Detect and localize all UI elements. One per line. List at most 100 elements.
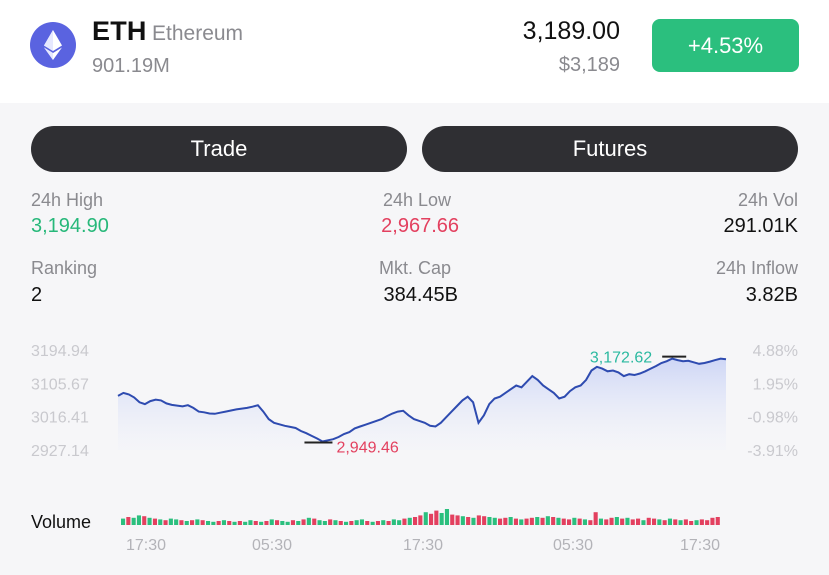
volume-bar	[184, 521, 189, 525]
volume-bar	[386, 521, 391, 525]
ranking-label: Ranking	[31, 258, 98, 278]
coin-sub-value: 901.19M	[92, 55, 170, 77]
volume-bar	[657, 519, 662, 525]
volume-bar	[121, 518, 126, 525]
low-value: 2,967.66	[381, 215, 459, 237]
x-tick-label: 17:30	[126, 537, 166, 554]
volume-bar	[152, 518, 158, 525]
volume-bar	[413, 517, 418, 525]
volume-bar	[667, 518, 673, 525]
volume-bar	[561, 518, 566, 525]
volume-bar	[636, 518, 641, 525]
volume-bar	[253, 521, 258, 525]
volume-bar	[466, 517, 471, 525]
y-tick-label: 3105.67	[31, 376, 89, 393]
pct-tick-label: 1.95%	[753, 376, 798, 393]
volume-bar	[312, 518, 317, 525]
volume-bar	[662, 520, 667, 525]
volume-bar	[567, 519, 572, 525]
volume-bar	[275, 520, 280, 525]
ranking-value: 2	[31, 284, 43, 306]
volume-bar	[646, 517, 651, 525]
coin-name: Ethereum	[152, 22, 244, 45]
volume-bar	[200, 520, 205, 525]
vol-value: 291.01K	[723, 215, 798, 237]
volume-bar	[620, 518, 625, 525]
y-tick-label: 2927.14	[31, 443, 89, 460]
volume-bar	[243, 521, 248, 525]
coin-header: ETH Ethereum 901.19M 3,189.00 $3,189 +4.…	[0, 0, 829, 103]
volume-bar	[179, 520, 184, 525]
price-chart[interactable]: 3194.94 3105.67 3016.41 2927.14 4.88% 1.95% -…	[0, 330, 829, 575]
volume-bar	[699, 519, 704, 525]
volume-bar	[397, 520, 402, 525]
volume-bar	[375, 521, 381, 525]
volume-bar	[195, 519, 200, 525]
volume-bar	[460, 516, 465, 525]
pct-tick-label: -0.98%	[747, 410, 798, 427]
price-area	[118, 358, 726, 450]
volume-bar	[349, 521, 354, 525]
volume-bar	[221, 520, 227, 525]
volume-bar	[407, 517, 412, 525]
price-usd: $3,189	[558, 54, 620, 76]
price-line	[117, 357, 727, 443]
volume-bar	[365, 521, 370, 525]
futures-button[interactable]: Futures	[422, 126, 798, 172]
volume-bar	[429, 513, 434, 525]
price: 3,189.00	[522, 17, 620, 45]
volume-bar	[540, 517, 545, 525]
volume-bar	[322, 521, 327, 525]
ethereum-icon	[30, 22, 76, 68]
volume-bar	[227, 521, 232, 525]
volume-bar	[609, 517, 614, 525]
volume-bar	[391, 519, 396, 525]
x-tick-label: 17:30	[403, 537, 443, 554]
volume-bar	[689, 521, 694, 525]
volume-bar	[593, 512, 598, 525]
volume-bar	[519, 519, 524, 525]
volume-bar	[513, 518, 519, 525]
high-value: 3,194.90	[31, 215, 109, 237]
volume-bar	[524, 518, 529, 525]
volume-bar	[683, 519, 688, 525]
volume-bar	[306, 517, 311, 525]
high-label: 24h High	[31, 190, 104, 210]
volume-bar	[147, 517, 152, 525]
volume-bar	[673, 519, 678, 525]
low-label: 24h Low	[382, 190, 451, 210]
volume-bar	[296, 521, 301, 525]
volume-bar	[641, 520, 646, 525]
trade-button[interactable]: Trade	[31, 126, 407, 172]
volume-bar	[450, 514, 455, 525]
x-tick-label: 17:30	[680, 537, 720, 554]
volume-bar	[126, 517, 131, 525]
volume-bar	[285, 521, 290, 525]
volume-bar	[206, 521, 211, 525]
volume-bar	[259, 521, 264, 525]
volume-bar	[588, 520, 593, 525]
volume-bar	[572, 517, 577, 525]
volume-bar	[487, 517, 492, 525]
volume-bar	[131, 517, 136, 525]
volume-bar	[344, 521, 349, 525]
volume-bar	[529, 517, 534, 525]
volume-bar	[715, 517, 720, 525]
volume-bar	[476, 515, 481, 525]
volume-bar	[190, 520, 195, 525]
volume-bar	[434, 510, 439, 525]
volume-bar	[630, 519, 635, 525]
volume-bar	[652, 518, 657, 525]
volume-bar	[402, 518, 407, 525]
volume-bar	[301, 519, 306, 525]
volume-bar	[168, 518, 173, 525]
volume-bar	[381, 520, 386, 525]
change-badge[interactable]: +4.53%	[652, 19, 799, 72]
pct-tick-label: 4.88%	[753, 343, 798, 360]
volume-bar	[174, 519, 179, 525]
volume-bar	[142, 516, 147, 525]
volume-bar	[598, 518, 604, 525]
volume-bar	[359, 519, 365, 525]
volume-bar	[492, 517, 497, 525]
volume-bar	[264, 521, 269, 525]
